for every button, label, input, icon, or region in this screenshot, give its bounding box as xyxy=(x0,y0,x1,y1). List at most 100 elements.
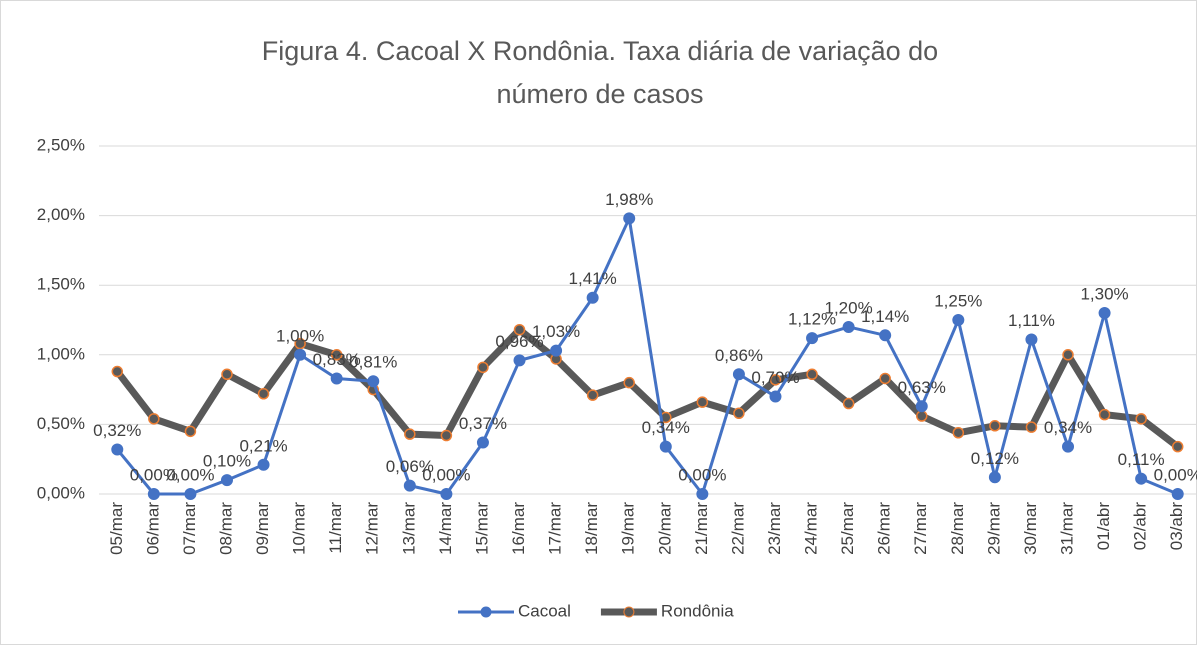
marker xyxy=(586,291,599,304)
marker xyxy=(806,332,819,345)
x-tick-label: 29/mar xyxy=(984,502,1003,555)
x-tick-label: 22/mar xyxy=(728,502,747,555)
marker xyxy=(659,440,672,453)
marker xyxy=(111,365,124,378)
marker xyxy=(952,427,965,439)
marker xyxy=(294,348,307,361)
marker xyxy=(915,400,928,413)
series-line xyxy=(114,326,1180,450)
marker xyxy=(147,488,160,500)
marker xyxy=(513,354,526,367)
x-tick-label: 17/mar xyxy=(546,502,565,555)
marker xyxy=(440,488,453,500)
marker xyxy=(879,329,892,342)
data-label: 1,03% xyxy=(532,322,580,341)
marker xyxy=(1025,333,1038,346)
marker xyxy=(916,410,928,422)
x-tick-label: 14/mar xyxy=(436,502,455,555)
marker xyxy=(257,458,270,471)
x-tick-label: 31/mar xyxy=(1058,502,1077,555)
marker xyxy=(1098,408,1111,421)
x-tick-label: 26/mar xyxy=(875,502,894,555)
marker xyxy=(623,212,636,225)
marker xyxy=(294,337,306,350)
marker xyxy=(367,375,380,388)
legend-label: Cacoal xyxy=(518,601,571,620)
marker xyxy=(806,368,818,381)
legend-marker xyxy=(480,606,492,618)
marker xyxy=(879,372,891,385)
data-label: 0,10% xyxy=(203,452,251,471)
x-tick-label: 30/mar xyxy=(1021,502,1040,555)
data-label: 1,11% xyxy=(1008,311,1055,330)
series-line xyxy=(116,216,1179,496)
data-label: 1,25% xyxy=(934,291,982,310)
marker xyxy=(330,372,343,385)
data-label: 0,34% xyxy=(642,418,690,437)
legend-label: Rondônia xyxy=(661,601,734,620)
marker xyxy=(623,376,635,389)
x-tick-label: 27/mar xyxy=(911,502,930,555)
marker xyxy=(1062,349,1074,361)
x-tick-label: 13/mar xyxy=(399,502,418,555)
marker xyxy=(404,428,416,440)
marker xyxy=(403,479,416,492)
y-tick-label: 2,00% xyxy=(37,205,85,224)
data-label: 0,86% xyxy=(715,346,763,365)
x-tick-label: 07/mar xyxy=(180,502,199,555)
data-label: 0,12% xyxy=(971,449,1019,468)
marker xyxy=(257,388,270,400)
x-tick-label: 20/mar xyxy=(655,502,674,555)
data-label: 0,00% xyxy=(422,465,470,484)
data-label: 0,32% xyxy=(93,421,141,440)
x-tick-label: 05/mar xyxy=(107,502,126,555)
data-label: 0,83% xyxy=(313,350,361,369)
marker xyxy=(221,368,233,381)
data-label: 0,21% xyxy=(239,436,287,455)
x-tick-label: 10/mar xyxy=(290,502,309,555)
marker xyxy=(1025,421,1038,433)
x-tick-label: 24/mar xyxy=(802,502,821,555)
y-tick-label: 1,00% xyxy=(37,344,85,363)
x-tick-label: 06/mar xyxy=(143,502,162,555)
data-label: 1,00% xyxy=(276,326,324,345)
marker xyxy=(440,429,453,442)
data-label: 1,30% xyxy=(1080,285,1128,304)
chart-title: Figura 4. Cacoal X Rondônia. Taxa diária… xyxy=(261,36,939,109)
x-tick-label: 18/mar xyxy=(582,502,601,555)
legend-marker xyxy=(623,606,635,618)
y-tick-label: 2,50% xyxy=(37,135,85,154)
marker xyxy=(184,425,197,438)
data-label: 0,00% xyxy=(166,465,214,484)
marker xyxy=(696,488,709,500)
marker xyxy=(513,323,526,336)
x-tick-label: 16/mar xyxy=(509,502,528,555)
data-label: 0,06% xyxy=(386,457,434,476)
data-label: 1,20% xyxy=(825,298,873,317)
marker xyxy=(769,390,782,403)
x-tick-label: 02/abr xyxy=(1131,502,1150,551)
x-tick-label: 19/mar xyxy=(619,502,638,555)
y-tick-label: 0,00% xyxy=(37,483,85,502)
x-tick-label: 15/mar xyxy=(472,502,491,555)
marker xyxy=(989,420,1001,432)
marker xyxy=(842,320,855,333)
data-label: 0,70% xyxy=(751,368,799,387)
marker xyxy=(842,397,855,410)
marker xyxy=(988,471,1001,484)
data-label: 0,00% xyxy=(130,465,178,484)
data-label: 1,41% xyxy=(569,269,617,288)
data-label: 0,81% xyxy=(349,353,397,372)
marker xyxy=(220,474,233,487)
marker xyxy=(1062,440,1075,453)
marker xyxy=(148,413,160,425)
data-label: 1,12% xyxy=(788,310,836,329)
marker xyxy=(476,436,489,449)
data-label: 0,00% xyxy=(678,465,726,484)
x-tick-label: 28/mar xyxy=(948,502,967,555)
marker xyxy=(1135,472,1148,485)
x-tick-label: 21/mar xyxy=(692,502,711,555)
